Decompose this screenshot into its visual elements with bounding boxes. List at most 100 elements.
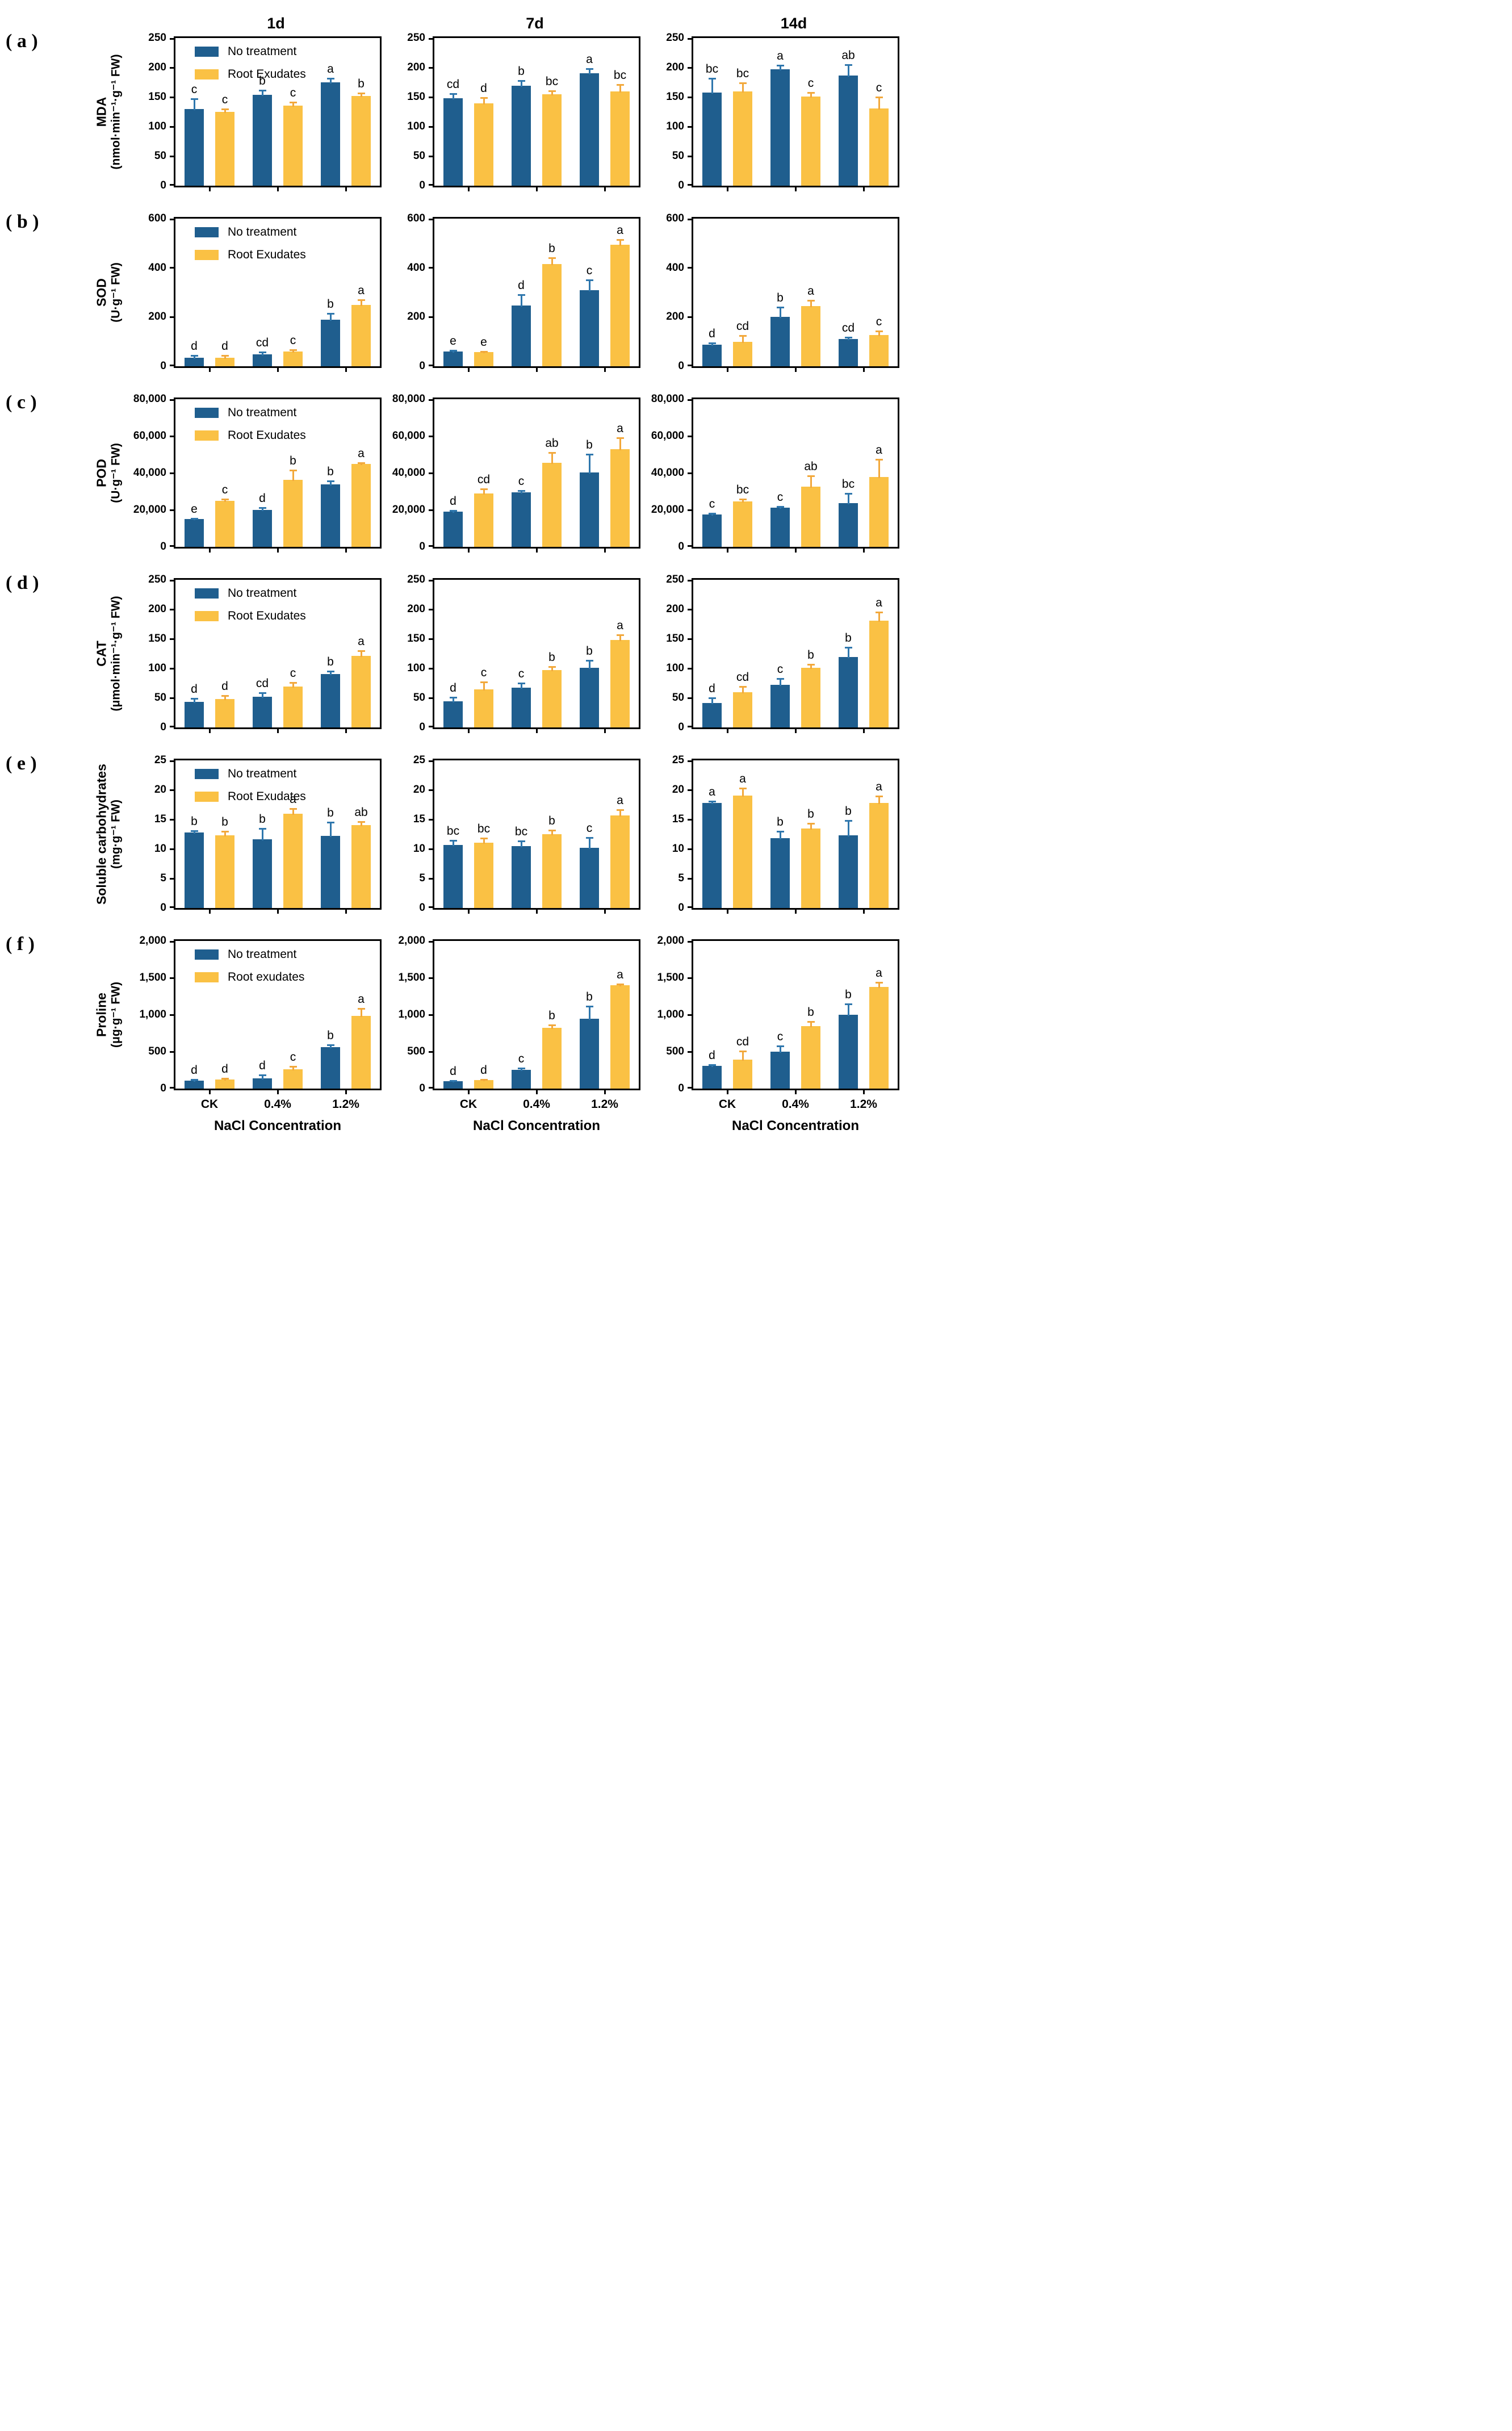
error-bar-cap	[480, 1078, 488, 1081]
x-tick	[535, 727, 538, 733]
panel-gutter	[637, 759, 692, 910]
y-tick	[688, 509, 693, 511]
y-tick-label: 0	[678, 721, 684, 733]
x-tick	[535, 186, 538, 191]
legend-row: No treatment	[195, 948, 304, 961]
bar-no-treatment	[253, 696, 272, 727]
significance-letter: a	[876, 966, 882, 980]
error-bar-cap	[875, 612, 883, 614]
y-tick-label: 40,000	[392, 467, 425, 479]
error-bar	[193, 698, 195, 704]
error-bar	[588, 1006, 590, 1020]
significance-letter: c	[518, 474, 525, 488]
legend-row: No treatment	[195, 225, 306, 239]
y-tick-label: 400	[666, 261, 684, 274]
y-tick-label: 20	[672, 784, 684, 796]
bar-no-treatment	[321, 484, 340, 547]
significance-letter: c	[221, 483, 228, 497]
y-tick	[429, 877, 434, 880]
legend-label: No treatment	[228, 587, 297, 600]
significance-letter: a	[617, 422, 623, 436]
y-tick-label: 200	[407, 61, 425, 73]
panel: 1d 0 50 100 150 200 250 c b a c c b No treatment Root …	[148, 15, 382, 191]
legend-row: Root Exudates	[195, 429, 306, 442]
significance-letter: bc	[446, 825, 460, 838]
panel: 0 500 1,000 1,500 2,000 d c b d b a CK 0.4% 1.2% NaCl …	[398, 935, 640, 1133]
axis-title-y-unit: (nmol·min⁻¹·g⁻¹ FW)	[109, 54, 123, 170]
bar-root-exudates	[733, 501, 752, 547]
bar-root-exudates	[542, 264, 562, 366]
panel-cell: 0 200 400 600 e d c e b a	[378, 212, 640, 372]
error-bar	[878, 331, 880, 336]
panel-gutter: ( e ) Soluble carbohydrates (mg·g⁻¹ FW)	[3, 753, 174, 910]
bar-root-exudates	[869, 802, 889, 908]
x-tick	[862, 727, 865, 733]
bar-no-treatment	[185, 702, 204, 727]
y-tick	[429, 580, 434, 581]
significance-letter: cd	[841, 321, 855, 334]
panel-cell: 7d 0 50 100 150 200 250 cd b a d bc bc	[378, 15, 640, 191]
error-bar	[224, 108, 226, 113]
error-bar-cap	[616, 634, 624, 636]
error-bar-cap	[548, 257, 556, 260]
error-bar-cap	[221, 108, 229, 110]
error-bar-cap	[708, 1064, 716, 1066]
legend: No treatment Root Exudates	[195, 587, 306, 632]
error-bar-cap	[449, 840, 457, 842]
y-tick	[170, 638, 175, 640]
legend-swatch-root-exudates	[195, 69, 219, 80]
y-tick	[170, 789, 175, 791]
error-bar	[292, 1066, 294, 1071]
panel-cell: ( e ) Soluble carbohydrates (mg·g⁻¹ FW) 0 5 1…	[3, 753, 382, 914]
legend-label: No treatment	[228, 45, 297, 58]
y-tick-label: 50	[413, 150, 425, 162]
y-tick	[429, 472, 434, 474]
x-tick	[535, 366, 538, 372]
y-tick	[170, 726, 175, 727]
significance-letter: a	[586, 53, 593, 66]
axis-title-y: SOD (U·g⁻¹ FW)	[94, 262, 123, 323]
error-bar-cap	[190, 98, 198, 101]
x-tick	[208, 1089, 211, 1094]
significance-letter: bc	[736, 67, 749, 81]
significance-letter: cd	[256, 336, 269, 349]
error-bar-cap	[221, 694, 229, 697]
significance-letter: c	[807, 76, 814, 90]
axis-title-y-unit: (μmol·min⁻¹·g⁻¹ FW)	[109, 596, 123, 712]
bar-root-exudates	[733, 1060, 752, 1089]
legend-label: Root Exudates	[228, 790, 306, 803]
legend-row: Root Exudates	[195, 790, 306, 804]
significance-letter: c	[221, 93, 228, 106]
bar-no-treatment	[839, 835, 858, 908]
bar-root-exudates	[283, 480, 303, 547]
error-bar	[711, 698, 713, 705]
bar-no-treatment	[839, 75, 858, 186]
y-tick-label: 0	[160, 541, 166, 553]
error-bar	[779, 1046, 781, 1053]
error-bar-cap	[548, 452, 556, 454]
significance-letter: b	[548, 1009, 555, 1023]
bar-root-exudates	[215, 357, 234, 366]
y-tick-label: 60,000	[392, 430, 425, 442]
significance-letter: a	[876, 443, 882, 457]
error-bar	[520, 80, 522, 87]
x-tick	[862, 186, 865, 191]
panel-letter: ( e )	[6, 753, 37, 774]
bar-root-exudates	[351, 304, 371, 366]
error-bar	[329, 480, 332, 486]
y-tick-label: 1,500	[657, 972, 684, 984]
y-tick	[688, 399, 693, 401]
y-tick	[688, 941, 693, 943]
bar-no-treatment	[321, 82, 340, 186]
y-tick-label: 50	[672, 692, 684, 704]
error-bar	[292, 682, 294, 688]
error-bar	[292, 349, 294, 353]
bar-no-treatment	[321, 319, 340, 366]
x-tick	[467, 908, 470, 914]
bar-no-treatment	[512, 86, 531, 186]
significance-letter: c	[777, 1030, 784, 1044]
bar-no-treatment	[580, 847, 599, 908]
error-bar-cap	[807, 1020, 815, 1023]
error-bar-cap	[357, 821, 365, 823]
error-bar	[810, 664, 812, 669]
